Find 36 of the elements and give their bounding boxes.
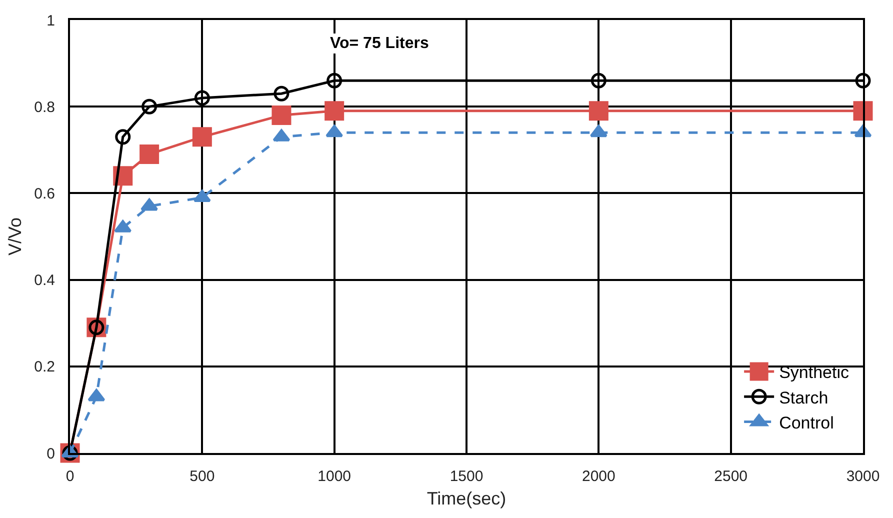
point <box>326 124 344 138</box>
legend-label: Control <box>779 413 834 432</box>
point <box>326 72 342 88</box>
x-tick-label: 2000 <box>582 468 616 485</box>
x-tick-label: 1500 <box>450 468 484 485</box>
x-tick-label: 0 <box>66 468 74 485</box>
y-tick-label: 0.4 <box>34 272 55 290</box>
point <box>590 72 606 88</box>
legend-label: Starch <box>779 388 828 408</box>
point <box>194 90 210 106</box>
point <box>88 388 106 402</box>
y-tick-label: 0.8 <box>34 98 55 116</box>
x-tick-label: 500 <box>190 468 215 485</box>
point <box>140 144 160 164</box>
y-tick-label: 1 <box>46 12 55 30</box>
annotation: Vo= 75 Liters <box>330 35 429 52</box>
point <box>274 86 290 102</box>
point <box>588 101 608 121</box>
point <box>324 101 344 121</box>
y-axis-title: V/Vo <box>4 217 25 256</box>
x-tick-label: 3000 <box>846 468 880 485</box>
x-tick-label: 1000 <box>318 468 352 485</box>
point <box>192 127 212 147</box>
point <box>590 124 608 138</box>
y-tick-label: 0.2 <box>34 358 55 376</box>
point <box>193 190 211 202</box>
x-axis-title: Time(sec) <box>426 488 506 509</box>
point <box>853 101 873 121</box>
point <box>855 72 871 88</box>
point <box>142 98 158 114</box>
y-tick-label: 0.6 <box>34 185 55 202</box>
point <box>115 129 131 145</box>
y-tick-label: 0 <box>46 445 55 462</box>
x-tick-label: 2500 <box>714 468 748 485</box>
point <box>272 106 292 126</box>
point <box>140 198 158 211</box>
